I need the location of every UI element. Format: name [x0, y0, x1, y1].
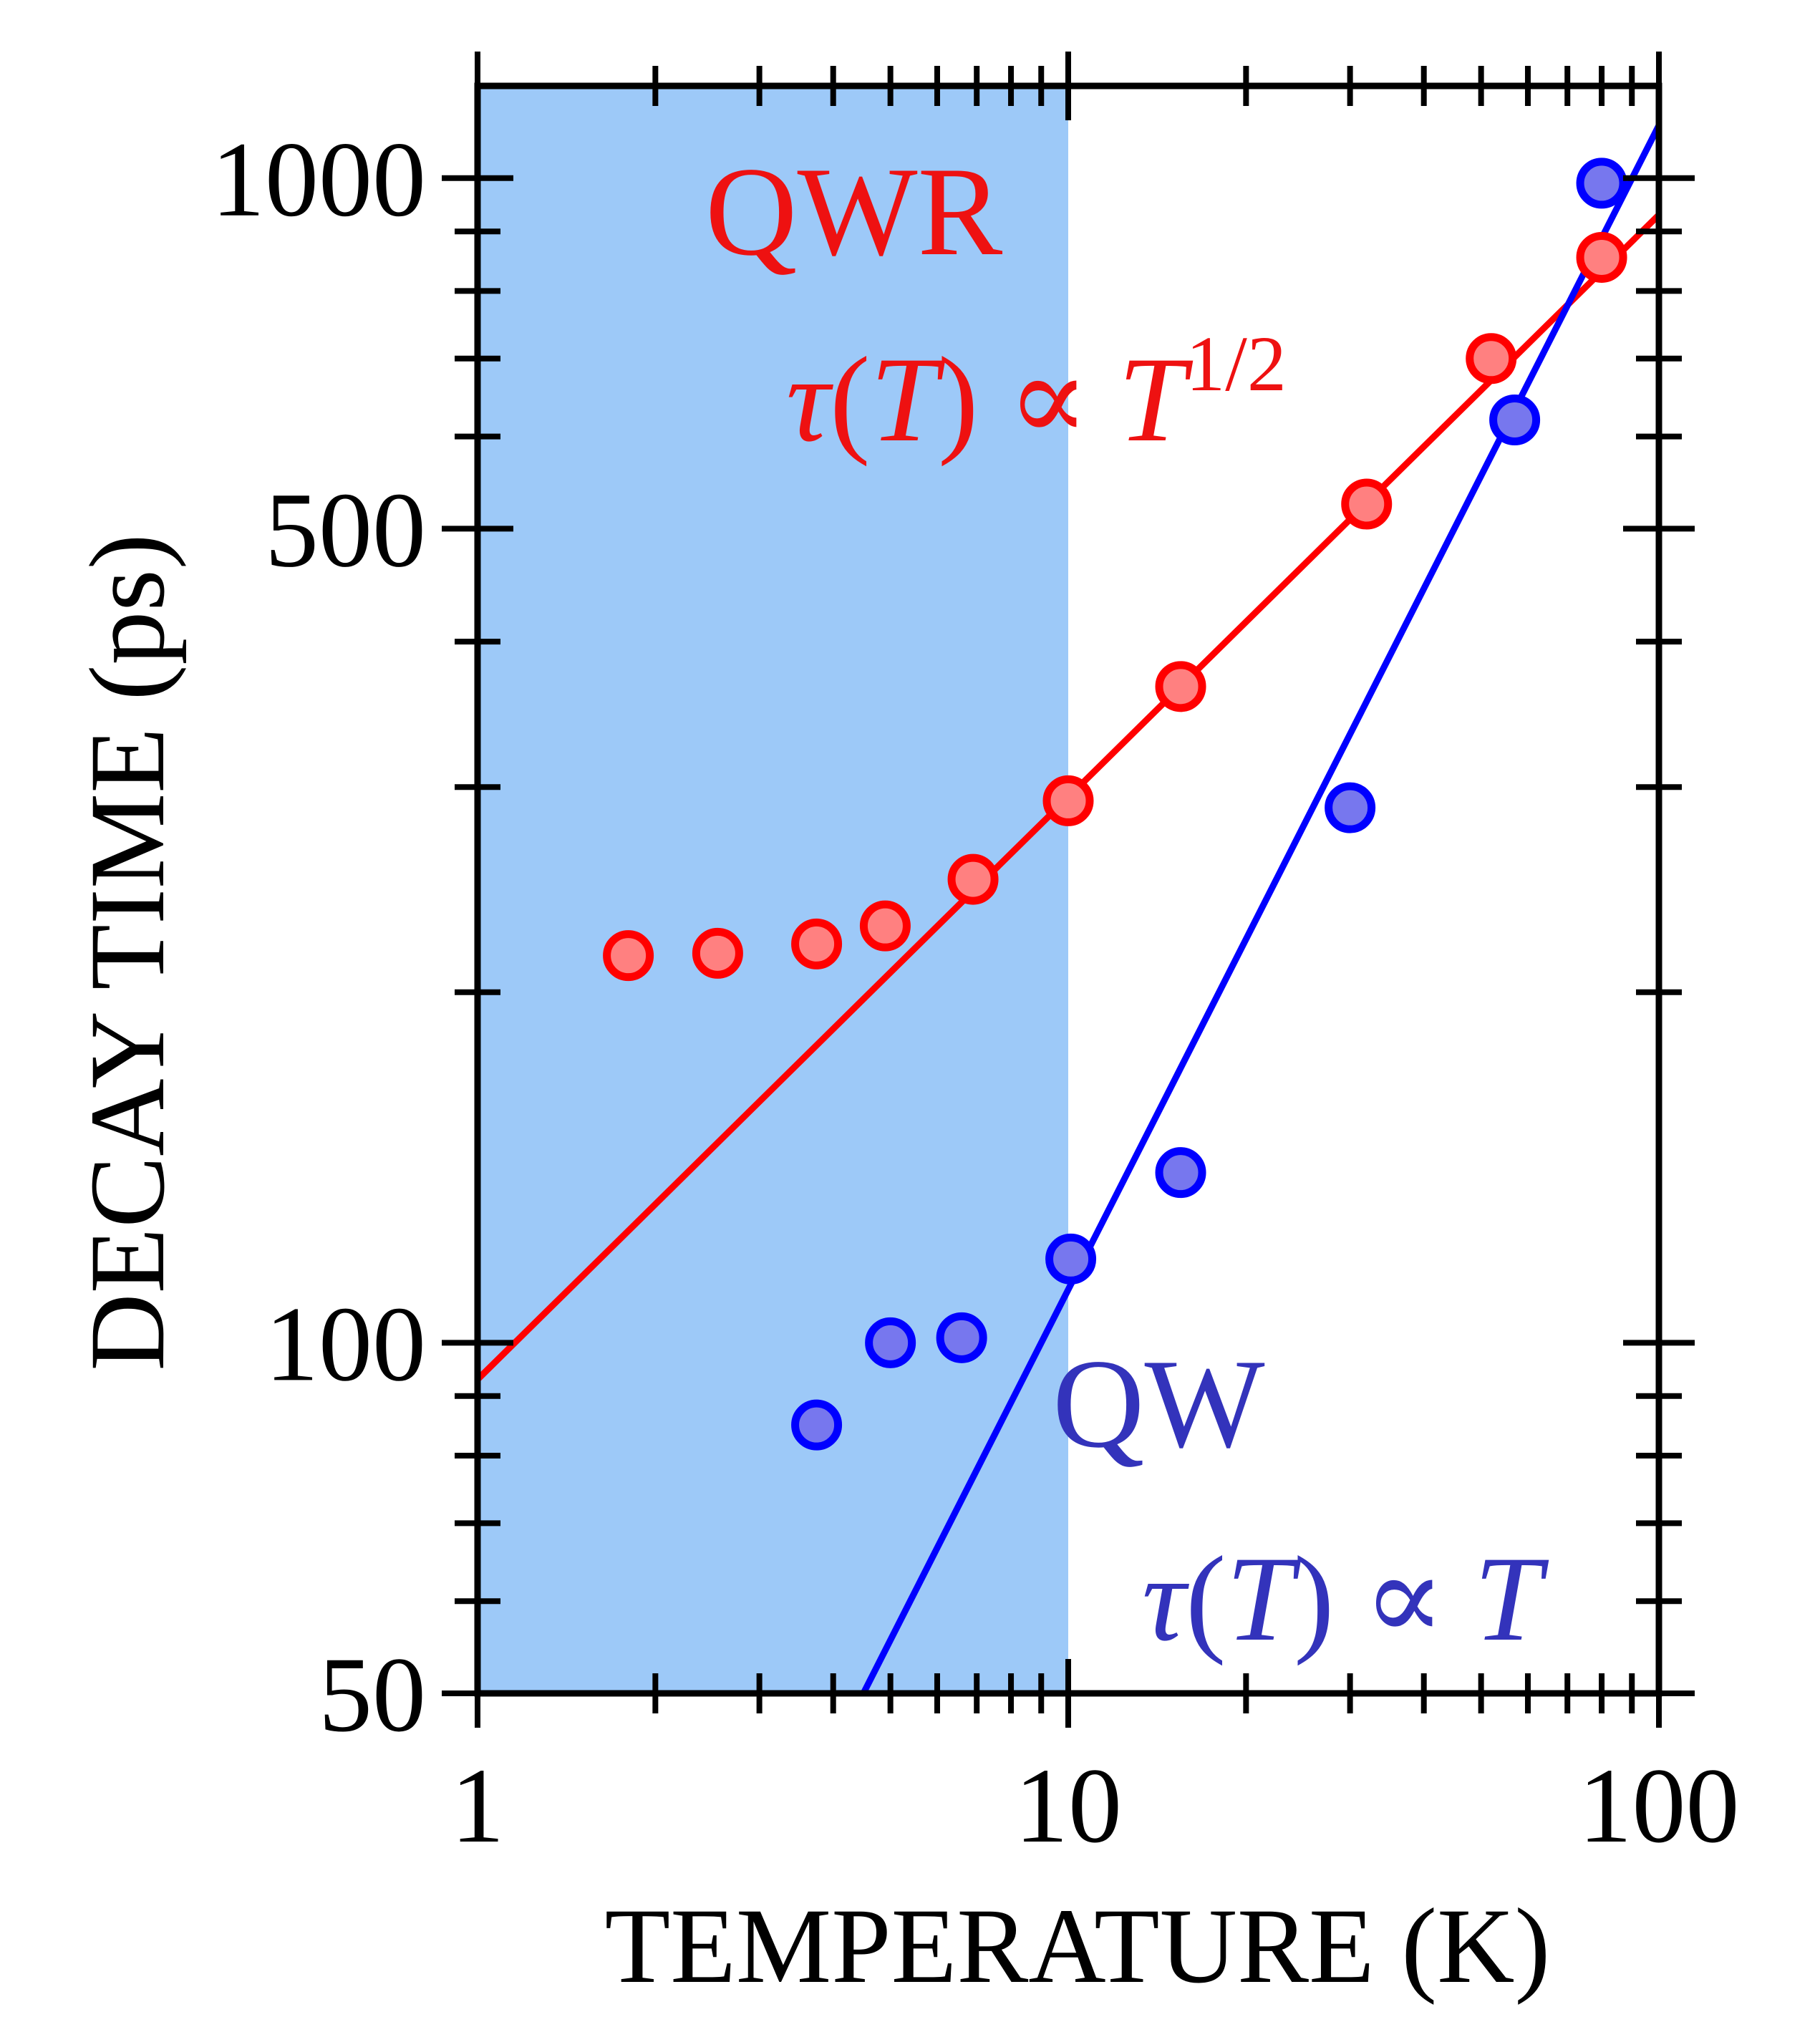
qw-formula: τ(T) ∝ T	[1142, 1532, 1549, 1666]
qwr-data-point	[1155, 661, 1206, 712]
x-tick-label: 1	[451, 1746, 505, 1865]
x-axis-title: TEMPERATURE (K)	[605, 1887, 1551, 2006]
axis-ticks	[442, 52, 1695, 1728]
qw-fit-line	[860, 124, 1659, 1693]
qwr-data-point	[692, 927, 743, 979]
qwr-formula: τ(T) ∝ T1/2	[786, 320, 1287, 467]
qwr-label: QWR	[705, 140, 1003, 282]
qwr-data-point	[947, 853, 999, 905]
qwr-data-point	[1042, 775, 1094, 826]
y-tick-label: 100	[265, 1285, 426, 1403]
y-tick-label: 1000	[211, 120, 426, 239]
qwr-data-point	[1576, 231, 1627, 283]
qw-data-point	[1155, 1147, 1206, 1199]
qw-data-point	[1489, 394, 1541, 445]
y-tick-label: 500	[265, 470, 426, 589]
x-tick-label: 100	[1579, 1746, 1740, 1865]
qwr-data-point	[1466, 333, 1517, 384]
qwr-data-point	[603, 930, 654, 982]
x-tick-label: 10	[1015, 1746, 1122, 1865]
y-axis-title: DECAY TIME (ps)	[68, 533, 187, 1370]
qwr-data-point	[791, 918, 843, 969]
qw-label: QW	[1052, 1332, 1265, 1474]
qw-data-point	[1325, 782, 1376, 833]
qwr-data-point	[859, 900, 911, 952]
qw-data-point	[1045, 1233, 1097, 1285]
y-tick-label: 50	[319, 1635, 426, 1754]
qwr-data-point	[1341, 478, 1393, 530]
qw-data-point	[791, 1399, 843, 1451]
qw-data-point	[1576, 158, 1627, 209]
qw-data-point	[936, 1312, 987, 1363]
qw-data-point	[865, 1317, 916, 1368]
